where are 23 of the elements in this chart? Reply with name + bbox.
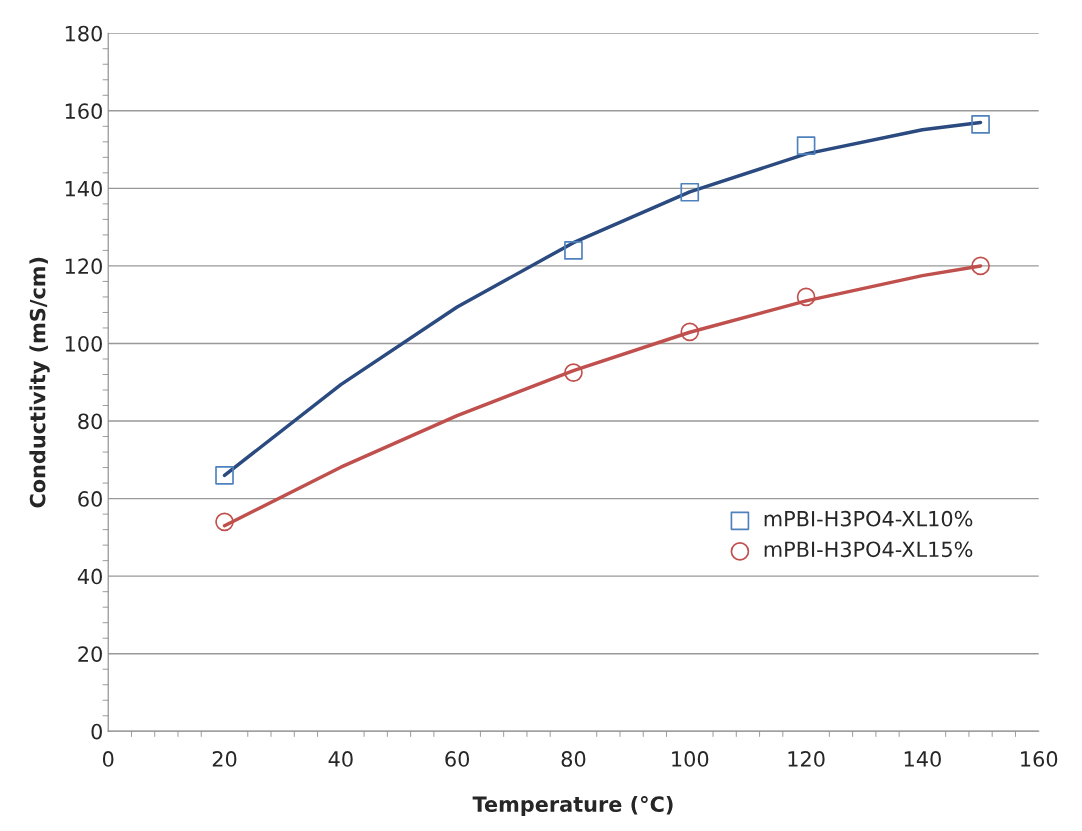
x-tick-label: 160 bbox=[1021, 751, 1058, 767]
y-tick-label: 60 bbox=[78, 491, 102, 507]
y-axis-title: Conductivity (mS/cm) bbox=[29, 257, 50, 508]
y-tick-label: 160 bbox=[65, 103, 102, 120]
y-tick-label: 0 bbox=[91, 723, 102, 740]
y-tick-label: 140 bbox=[65, 180, 102, 197]
y-tick-label: 100 bbox=[65, 335, 102, 352]
legend-label: mPBI-H3PO4-XL15% bbox=[764, 541, 973, 558]
x-tick-label: 0 bbox=[102, 751, 114, 767]
x-tick-label: 120 bbox=[788, 751, 825, 767]
y-tick-label: 120 bbox=[65, 258, 102, 275]
legend-label: mPBI-H3PO4-XL10% bbox=[764, 510, 973, 527]
x-tick-label: 100 bbox=[672, 751, 709, 767]
x-tick-label: 20 bbox=[212, 751, 237, 767]
x-tick-label: 80 bbox=[561, 751, 586, 767]
x-tick-label: 40 bbox=[328, 751, 353, 767]
y-tick-label: 20 bbox=[78, 646, 102, 662]
y-tick-label: 180 bbox=[65, 25, 102, 42]
y-tick-label: 40 bbox=[77, 568, 102, 585]
x-tick-label: 140 bbox=[904, 751, 941, 767]
x-axis-title: Temperature (°C) bbox=[472, 795, 673, 817]
x-tick-label: 60 bbox=[445, 751, 470, 767]
y-tick-label: 80 bbox=[78, 413, 102, 430]
